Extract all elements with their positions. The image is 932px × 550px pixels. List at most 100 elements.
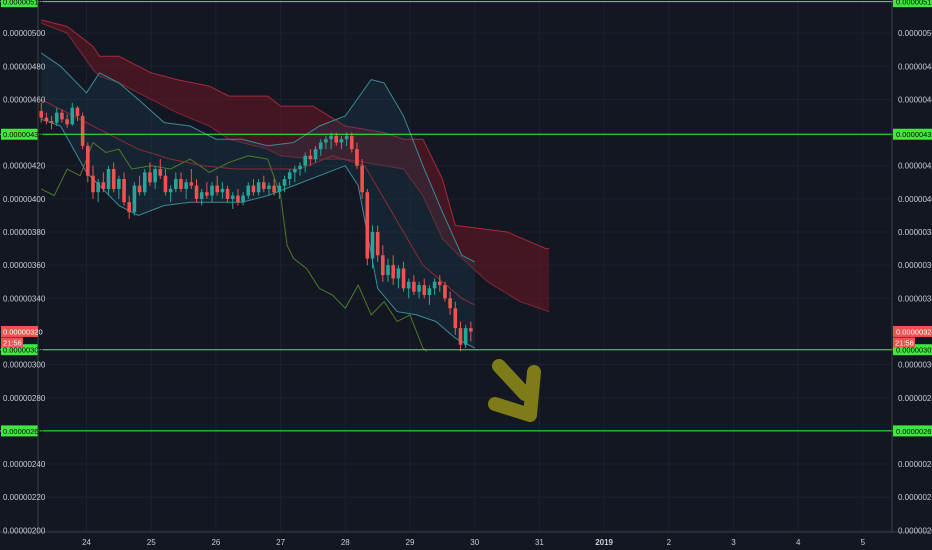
candle-body[interactable] bbox=[75, 107, 80, 117]
candle-body[interactable] bbox=[386, 265, 390, 276]
candle-body[interactable] bbox=[205, 192, 209, 196]
candle-body[interactable] bbox=[210, 185, 214, 196]
candle-body[interactable] bbox=[401, 268, 406, 289]
candle-body[interactable] bbox=[122, 178, 126, 203]
candle-body[interactable] bbox=[220, 188, 225, 193]
candle-body[interactable] bbox=[334, 135, 339, 143]
candle-body[interactable] bbox=[412, 281, 416, 292]
level-label-right-bg bbox=[893, 425, 932, 437]
candle-body[interactable] bbox=[422, 285, 427, 296]
candle-body[interactable] bbox=[256, 182, 261, 193]
candle-body[interactable] bbox=[391, 265, 395, 279]
candle-body[interactable] bbox=[298, 165, 302, 170]
candle-body[interactable] bbox=[287, 172, 292, 179]
candle-body[interactable] bbox=[91, 175, 95, 193]
candle-body[interactable] bbox=[194, 185, 199, 199]
candle-body[interactable] bbox=[236, 195, 240, 203]
candle-body[interactable] bbox=[360, 165, 364, 193]
candle-body[interactable] bbox=[70, 107, 75, 125]
candle-body[interactable] bbox=[137, 185, 142, 193]
candle-body[interactable] bbox=[303, 155, 307, 166]
candle-body[interactable] bbox=[261, 182, 266, 189]
candle-body[interactable] bbox=[158, 169, 163, 176]
candle-body[interactable] bbox=[101, 182, 106, 189]
candle-body[interactable] bbox=[60, 112, 64, 120]
last-price-left-bg bbox=[1, 325, 38, 337]
candle-body[interactable] bbox=[344, 135, 349, 140]
candle-body[interactable] bbox=[117, 178, 121, 189]
candle-body[interactable] bbox=[272, 185, 276, 193]
candle-body[interactable] bbox=[96, 182, 100, 193]
bollinger-upper-line bbox=[40, 52, 475, 263]
horizontal-levels[interactable]: 0.00000519 0.00000519 0.00000439 0.00000439… bbox=[0, 0, 932, 437]
candle-body[interactable] bbox=[179, 178, 183, 189]
candle-body[interactable] bbox=[396, 268, 401, 279]
y-tick-label-left: 0.00000480 bbox=[3, 62, 46, 71]
candle-body[interactable] bbox=[153, 169, 157, 183]
y-tick-label-left: 0.00000340 bbox=[3, 294, 46, 303]
candle-body[interactable] bbox=[448, 298, 452, 309]
candle-body[interactable] bbox=[458, 328, 463, 345]
candle-body[interactable] bbox=[111, 169, 116, 189]
candle-body[interactable] bbox=[277, 185, 282, 193]
level-label-left-bg bbox=[1, 128, 38, 140]
candle-body[interactable] bbox=[54, 112, 59, 123]
candle-body[interactable] bbox=[339, 139, 344, 143]
candle-body[interactable] bbox=[132, 185, 137, 213]
candle-body[interactable] bbox=[313, 149, 318, 160]
y-tick-label-right: 0.00000420 bbox=[898, 162, 932, 171]
candle-body[interactable] bbox=[324, 139, 328, 143]
candle-body[interactable] bbox=[251, 185, 256, 193]
candle-body[interactable] bbox=[49, 120, 54, 123]
last-price-marker: 0.00000320 21:56 0.00000320 21:56 bbox=[1, 325, 932, 348]
candle-body[interactable] bbox=[469, 328, 473, 332]
x-tick-label: 4 bbox=[796, 538, 801, 547]
candle-body[interactable] bbox=[148, 172, 152, 183]
y-tick-label-left: 0.00000240 bbox=[3, 460, 46, 469]
candle-body[interactable] bbox=[267, 185, 271, 189]
candle-body[interactable] bbox=[282, 178, 287, 186]
candle-body[interactable] bbox=[406, 281, 411, 289]
candlesticks[interactable] bbox=[39, 102, 473, 352]
candle-body[interactable] bbox=[142, 172, 147, 193]
candle-body[interactable] bbox=[453, 308, 458, 329]
candle-body[interactable] bbox=[241, 195, 245, 203]
candle-body[interactable] bbox=[355, 149, 359, 166]
candle-body[interactable] bbox=[308, 155, 313, 160]
candle-body[interactable] bbox=[184, 182, 188, 189]
candle-body[interactable] bbox=[39, 111, 44, 118]
candle-body[interactable] bbox=[427, 288, 432, 296]
candle-body[interactable] bbox=[163, 175, 168, 193]
candle-body[interactable] bbox=[86, 145, 90, 176]
candle-body[interactable] bbox=[437, 281, 442, 286]
candle-body[interactable] bbox=[349, 135, 354, 150]
candle-body[interactable] bbox=[246, 185, 251, 196]
candle-body[interactable] bbox=[65, 119, 69, 125]
candle-body[interactable] bbox=[329, 135, 333, 140]
y-tick-label-right: 0.00000360 bbox=[898, 261, 932, 270]
candle-body[interactable] bbox=[127, 202, 132, 213]
candle-body[interactable] bbox=[106, 169, 111, 189]
countdown-right-label: 21:56 bbox=[895, 338, 914, 347]
candle-body[interactable] bbox=[168, 188, 173, 193]
candle-body[interactable] bbox=[318, 142, 323, 150]
candle-body[interactable] bbox=[80, 116, 85, 146]
candle-body[interactable] bbox=[443, 285, 447, 299]
candle-body[interactable] bbox=[365, 192, 370, 259]
candle-body[interactable] bbox=[174, 178, 178, 189]
candle-body[interactable] bbox=[432, 281, 437, 289]
candle-body[interactable] bbox=[293, 169, 297, 173]
candle-body[interactable] bbox=[370, 232, 375, 259]
candle-body[interactable] bbox=[417, 285, 421, 292]
candle-body[interactable] bbox=[44, 117, 49, 121]
candle-body[interactable] bbox=[189, 182, 194, 186]
candle-body[interactable] bbox=[215, 185, 220, 193]
x-tick-label: 3 bbox=[731, 538, 736, 547]
candle-body[interactable] bbox=[230, 195, 235, 199]
candle-body[interactable] bbox=[463, 328, 468, 345]
candle-body[interactable] bbox=[199, 192, 204, 199]
candle-body[interactable] bbox=[375, 232, 380, 256]
candle-body[interactable] bbox=[381, 255, 385, 276]
candle-body[interactable] bbox=[225, 188, 230, 199]
